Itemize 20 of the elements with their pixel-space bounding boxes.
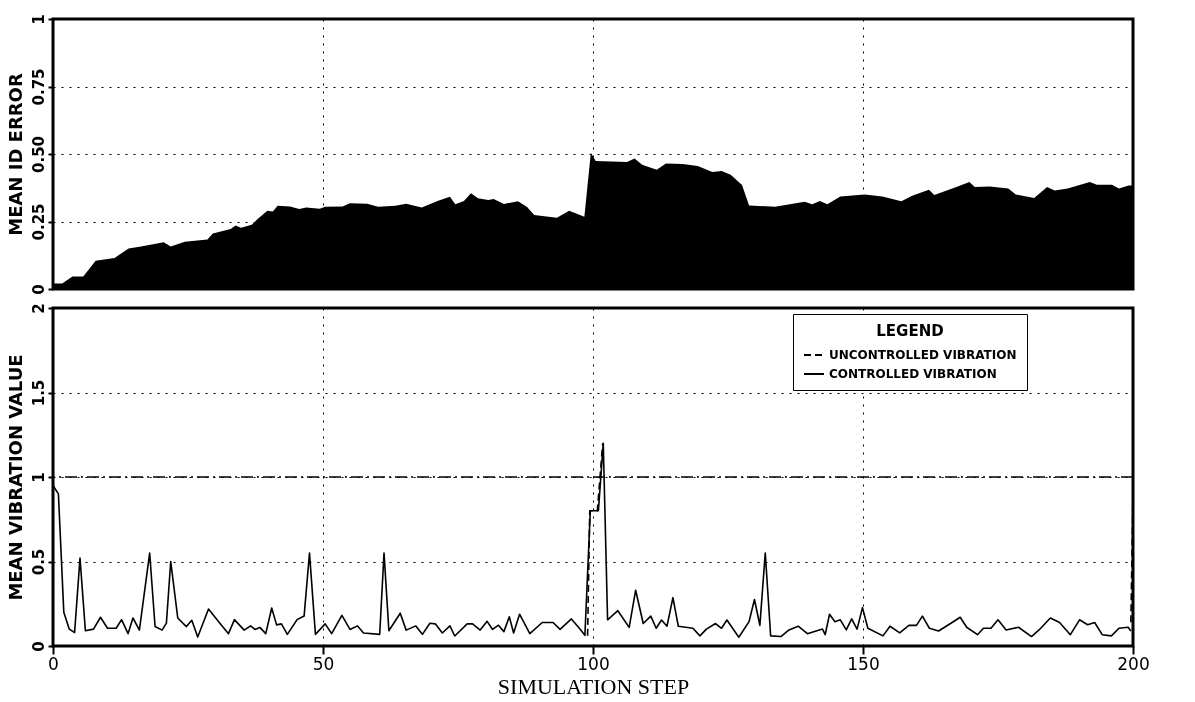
y-tick-label: 0.25 — [29, 203, 48, 241]
y-tick-label: 1 — [29, 472, 48, 483]
legend-title: LEGEND — [876, 322, 944, 340]
x-axis-title: SIMULATION STEP — [497, 673, 690, 699]
y-tick-label: 0.50 — [29, 135, 48, 174]
y-tick-label: 0 — [29, 641, 48, 652]
legend-label: CONTROLLED VIBRATION — [829, 367, 997, 381]
y-axis-title: MEAN VIBRATION VALUE — [4, 354, 26, 601]
y-tick-label: 2 — [29, 303, 48, 314]
y-tick-label: 0.5 — [29, 548, 48, 576]
legend-label: UNCONTROLLED VIBRATION — [829, 348, 1017, 362]
x-tick-label: 100 — [577, 653, 610, 674]
x-tick-label: 200 — [1117, 653, 1150, 674]
x-tick-label: 150 — [847, 653, 880, 674]
y-tick-label: 0.75 — [29, 68, 48, 106]
y-tick-label: 1 — [29, 14, 48, 25]
y-tick-label: 0 — [29, 284, 48, 295]
x-tick-label: 50 — [312, 653, 335, 674]
y-axis-title: MEAN ID ERROR — [4, 73, 26, 236]
y-tick-label: 1.5 — [29, 379, 48, 407]
